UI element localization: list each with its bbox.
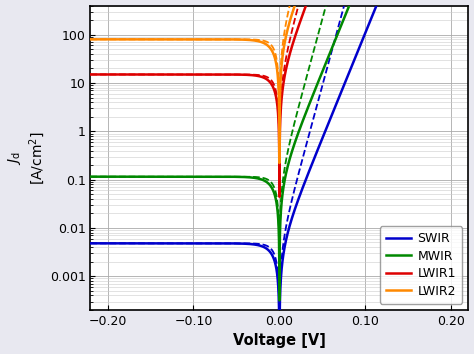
LWIR2 — [107, 37, 112, 41]
Line: SWIR: SWIR — [91, 0, 468, 354]
X-axis label: Voltage [V]: Voltage [V] — [233, 333, 326, 348]
Legend: SWIR, MWIR, LWIR1, LWIR2: SWIR, MWIR, LWIR1, LWIR2 — [380, 226, 462, 304]
LWIR1 — [224, 72, 230, 76]
MWIR — [88, 175, 93, 179]
LWIR1 — [107, 72, 112, 76]
SWIR — [107, 241, 112, 245]
MWIR — [311, 90, 317, 94]
Line: LWIR2: LWIR2 — [91, 0, 468, 163]
SWIR — [311, 156, 317, 161]
MWIR — [107, 175, 112, 179]
SWIR — [368, 18, 374, 22]
LWIR2 — [224, 37, 230, 41]
SWIR — [224, 241, 230, 246]
MWIR — [276, 298, 282, 303]
Line: LWIR1: LWIR1 — [91, 0, 468, 197]
MWIR — [224, 175, 230, 179]
SWIR — [88, 241, 93, 245]
LWIR1 — [88, 72, 93, 76]
LWIR1 — [276, 195, 282, 199]
Line: MWIR: MWIR — [91, 0, 468, 301]
LWIR2 — [88, 37, 93, 41]
Y-axis label: $J_\mathrm{d}$
[A/cm$^2$]: $J_\mathrm{d}$ [A/cm$^2$] — [6, 131, 47, 185]
LWIR2 — [276, 161, 282, 165]
MWIR — [328, 49, 334, 53]
SWIR — [328, 116, 334, 120]
